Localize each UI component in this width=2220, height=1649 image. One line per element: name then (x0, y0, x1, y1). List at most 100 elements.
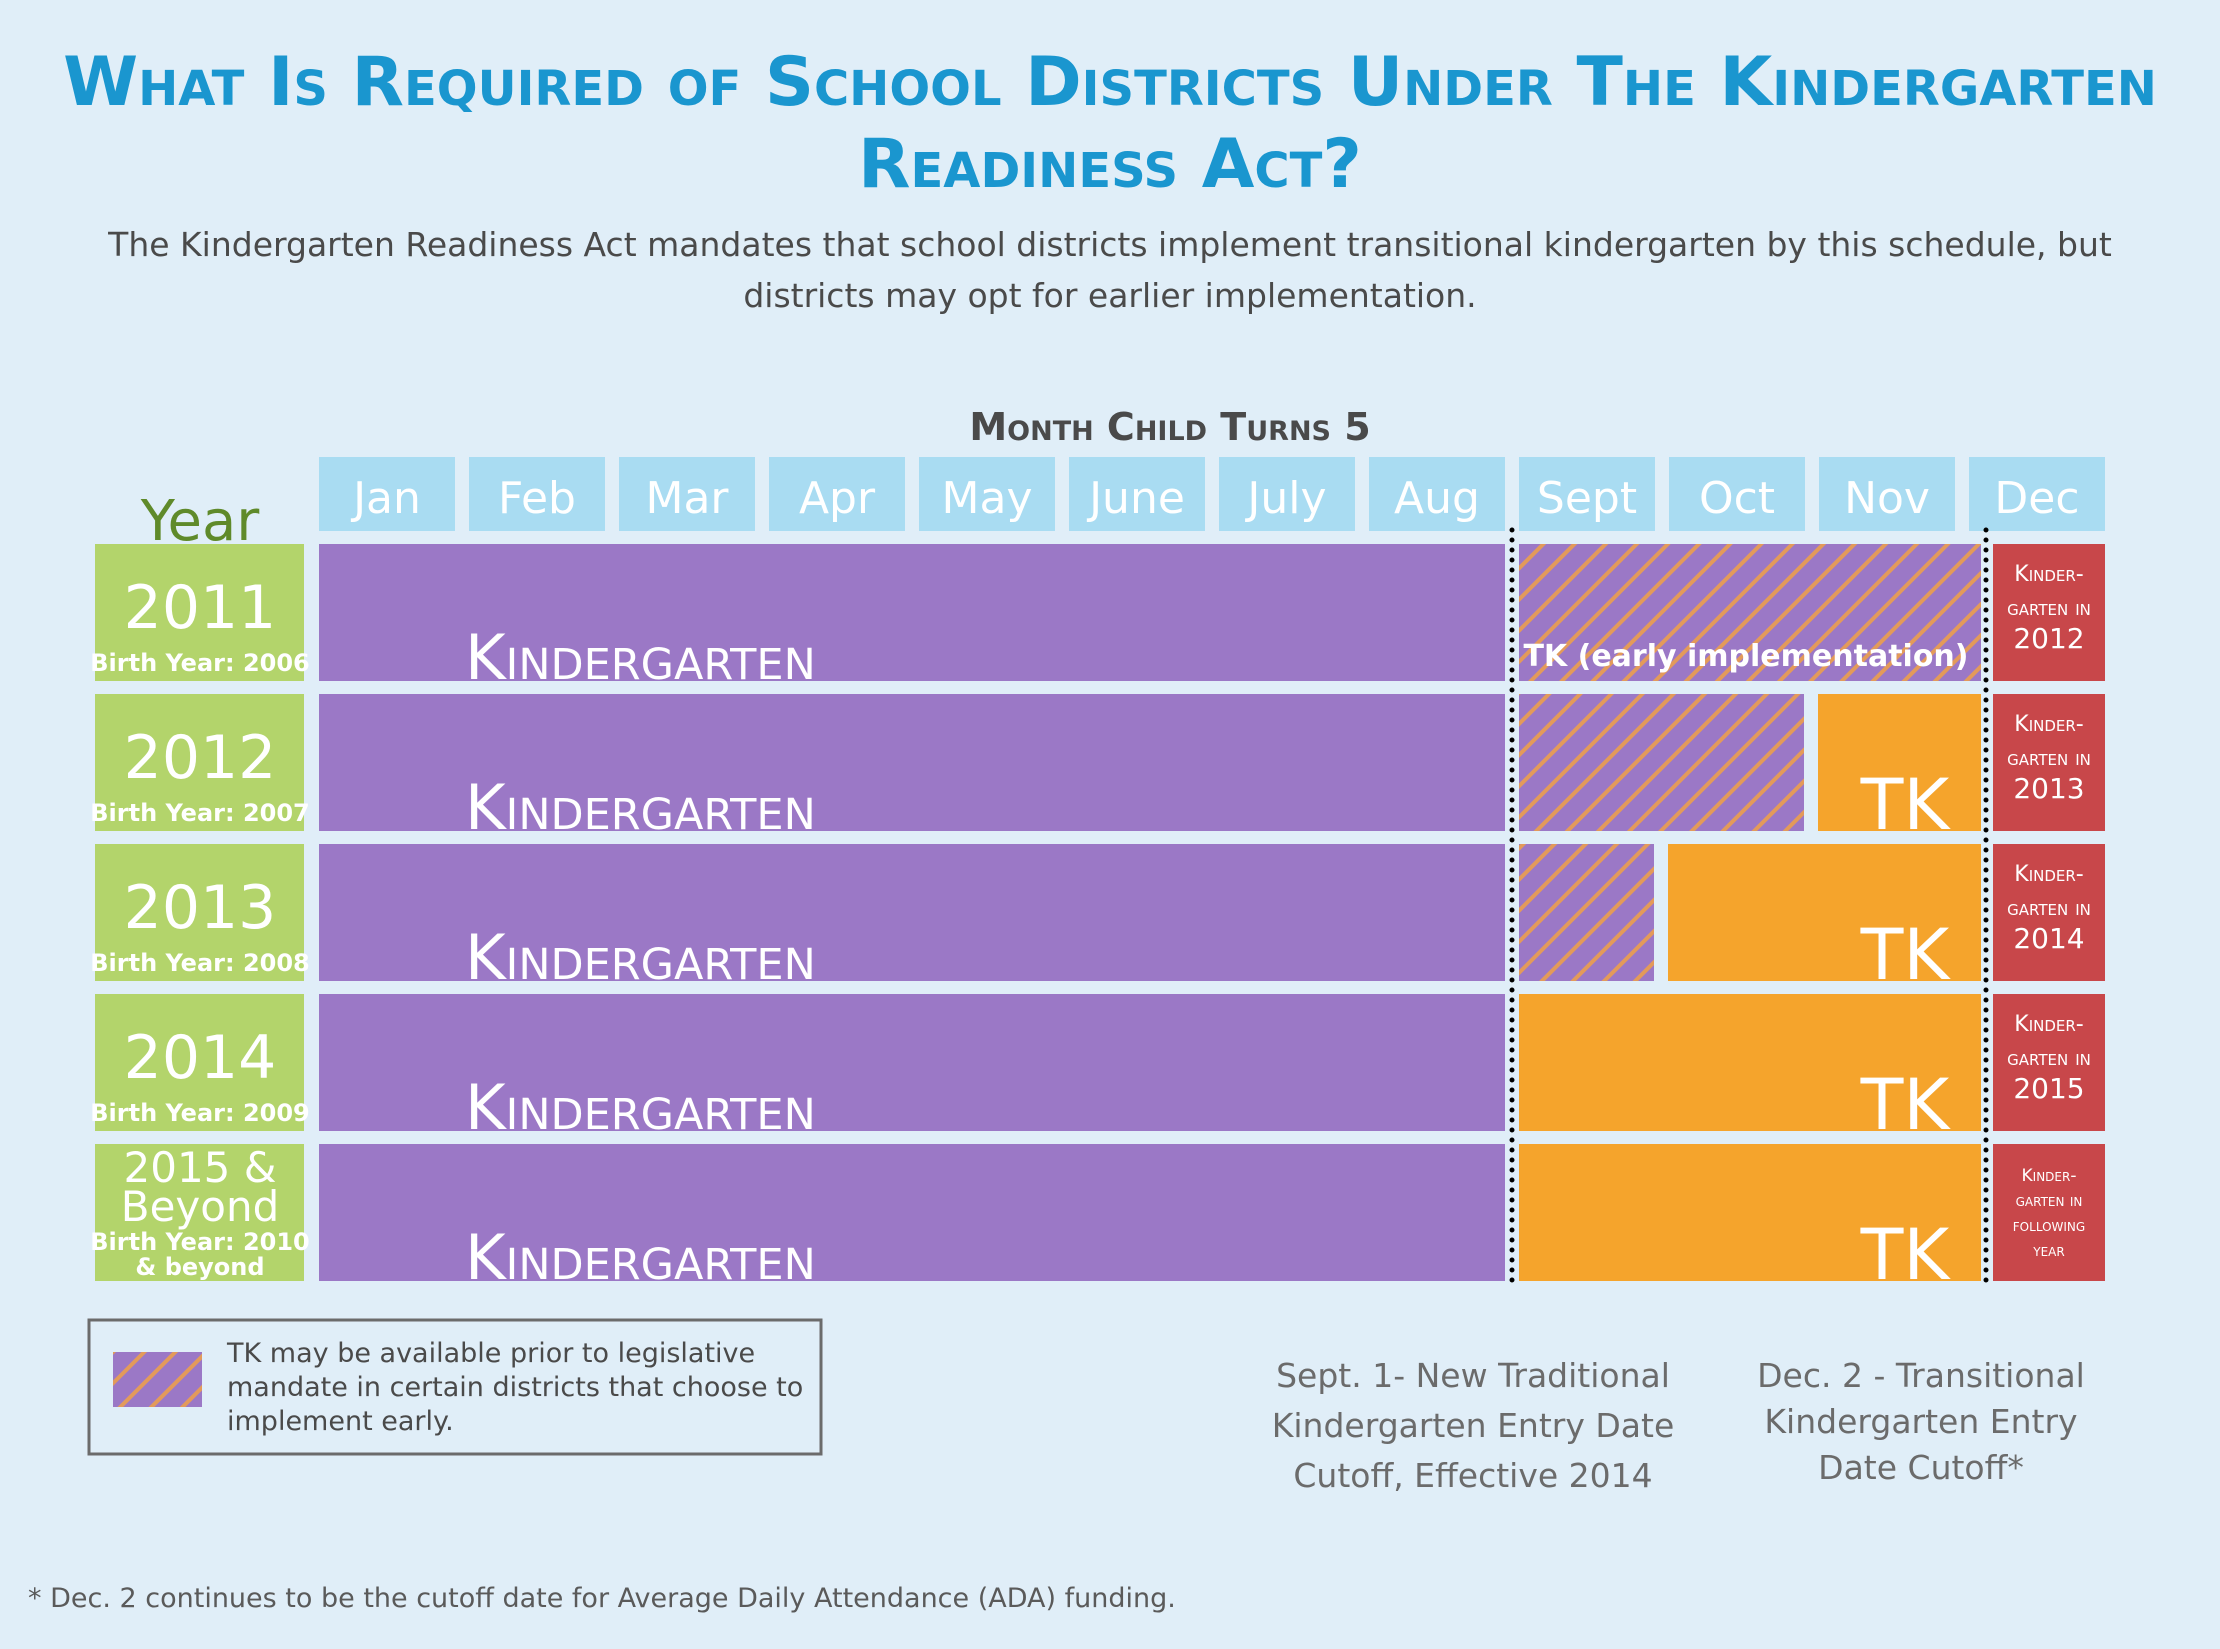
birth-year: Birth Year: 2009 (90, 1099, 310, 1127)
year-cell (95, 844, 304, 981)
year: 2013 (124, 873, 277, 943)
next-year-label: 2012 (2013, 622, 2084, 655)
note: Date Cutoff* (1818, 1448, 2024, 1487)
next-year-label: Kinder- (2014, 712, 2083, 737)
next-year-label: Kinder- (2022, 1166, 2077, 1186)
month-label: Oct (1699, 473, 1775, 524)
next-year-label: 2015 (2013, 1072, 2084, 1105)
year-cell (95, 544, 304, 681)
month-label: May (942, 473, 1033, 524)
note: Kindergarten Entry Date (1272, 1406, 1675, 1445)
month-header (1069, 457, 1205, 531)
next-year-cell (1993, 844, 2105, 981)
year: 2012 (124, 723, 277, 793)
next-year-label: Kinder- (2014, 1012, 2083, 1037)
birth-year: Birth Year: 2006 (90, 649, 310, 677)
month-header (619, 457, 755, 531)
legend-swatch (113, 1352, 202, 1407)
kindergarten-label: Kindergarten (465, 771, 816, 844)
month-label: Feb (498, 473, 576, 524)
next-year-label: garten in (2007, 896, 2091, 921)
axis-title: Month Child Turns 5 (969, 405, 1370, 449)
next-year-label: garten in (2007, 1046, 2091, 1071)
month-header (1969, 457, 2105, 531)
month-label: Aug (1394, 473, 1480, 524)
birth-year: & beyond (135, 1253, 264, 1281)
kindergarten-bar (319, 694, 1505, 831)
kindergarten-bar (319, 994, 1505, 1131)
legend-text: TK may be available prior to legislative (226, 1338, 755, 1369)
month-label: June (1086, 473, 1185, 524)
month-header (1369, 457, 1505, 531)
tk-label: TK (1860, 1064, 1952, 1146)
month-label: Sept (1537, 473, 1637, 524)
kindergarten-bar (319, 1144, 1505, 1281)
next-year-label: year (2032, 1241, 2064, 1261)
early-tk-bar (1519, 844, 1654, 981)
next-year-cell (1993, 994, 2105, 1131)
title: Readiness Act? (858, 125, 1362, 204)
note: Cutoff, Effective 2014 (1293, 1456, 1652, 1495)
next-year-cell (1993, 694, 2105, 831)
year-cell (95, 694, 304, 831)
subtitle: districts may opt for earlier implementa… (743, 276, 1476, 315)
month-label: Apr (799, 473, 876, 524)
tk-bar (1818, 694, 1981, 831)
month-header (319, 457, 455, 531)
birth-year: Birth Year: 2007 (90, 799, 310, 827)
tk-label: TK (1860, 1214, 1952, 1296)
tk-label: TK (1860, 914, 1952, 996)
tk-bar (1668, 844, 1981, 981)
kindergarten-bar (319, 844, 1505, 981)
kindergarten-label: Kindergarten (465, 921, 816, 994)
legend-text: implement early. (227, 1406, 454, 1437)
month-header (469, 457, 605, 531)
year-label: Year (140, 489, 261, 554)
subtitle: The Kindergarten Readiness Act mandates … (107, 225, 2112, 264)
birth-year: Birth Year: 2010 (90, 1228, 310, 1256)
tk-label: TK (1860, 764, 1952, 846)
kindergarten-label: Kindergarten (465, 1071, 816, 1144)
note: Sept. 1- New Traditional (1276, 1356, 1670, 1395)
month-label: July (1244, 473, 1326, 524)
footnote: * Dec. 2 continues to be the cutoff date… (28, 1583, 1176, 1614)
month-label: Jan (350, 473, 421, 524)
next-year-label: Kinder- (2014, 862, 2083, 887)
next-year-label: 2014 (2013, 922, 2084, 955)
kindergarten-label: Kindergarten (465, 621, 816, 694)
early-tk-bar (1519, 544, 1981, 681)
legend-text: mandate in certain districts that choose… (227, 1372, 803, 1403)
next-year-label: garten in (2016, 1191, 2083, 1211)
note: Dec. 2 - Transitional (1757, 1356, 2085, 1395)
month-label: Dec (1994, 473, 2079, 524)
early-tk-bar (1519, 694, 1804, 831)
tk-label: TK (early implementation) (1523, 639, 1968, 674)
next-year-label: garten in (2007, 596, 2091, 621)
tk-bar (1519, 994, 1981, 1131)
year: Beyond (121, 1182, 279, 1231)
legend-box (87, 1318, 823, 1456)
next-year-cell (1993, 544, 2105, 681)
year-cell (95, 1144, 304, 1281)
month-header (1819, 457, 1955, 531)
year: 2011 (124, 573, 277, 643)
month-label: Nov (1844, 473, 1930, 524)
next-year-label: Kinder- (2014, 562, 2083, 587)
month-header (1669, 457, 1805, 531)
next-year-cell (1993, 1144, 2105, 1281)
title: What Is Required of School Districts Und… (63, 43, 2157, 122)
month-header (1519, 457, 1655, 531)
next-year-label: garten in (2007, 746, 2091, 771)
next-year-label: following (2013, 1216, 2085, 1236)
year: 2015 & (124, 1143, 277, 1192)
note: Kindergarten Entry (1764, 1402, 2077, 1441)
month-label: Mar (645, 473, 729, 524)
month-header (769, 457, 905, 531)
kindergarten-label: Kindergarten (465, 1221, 816, 1294)
year: 2014 (124, 1023, 277, 1093)
birth-year: Birth Year: 2008 (90, 949, 310, 977)
month-header (1219, 457, 1355, 531)
month-header (919, 457, 1055, 531)
